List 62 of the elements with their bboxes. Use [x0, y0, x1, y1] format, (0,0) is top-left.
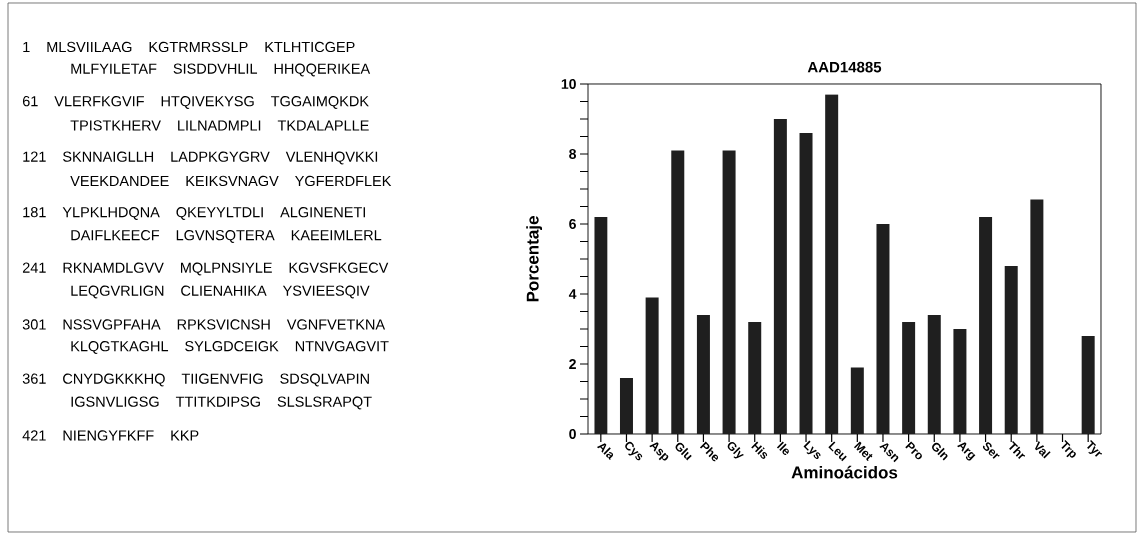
- text: DAIFLKEECF LGVNSQTERA KAEEIMLERL: [71, 230, 382, 243]
- bar: [799, 132, 813, 434]
- text: 361 CNYDGKKKHQ TIIGENVFIG SDSQLVAPIN: [22, 373, 369, 387]
- x-tick-label: Gln: [932, 442, 948, 461]
- bar: [645, 297, 659, 434]
- y-tick-label: 6: [569, 219, 576, 229]
- text: 421 NIENGYFKFF KKP: [22, 430, 199, 441]
- bar: [619, 377, 633, 434]
- x-tick-label: Cys: [625, 441, 643, 461]
- x-tick-label: Thr: [1009, 441, 1026, 459]
- text: 241 RKNAMDLGVV MQLPNSIYLE KGVSFKGECV: [22, 262, 389, 276]
- bar: [773, 118, 787, 434]
- bar: [850, 367, 864, 434]
- text: LEQGVRLIGN CLIENAHIKA YSVIEESQIV: [71, 285, 370, 299]
- y-tick-label: 4: [568, 289, 577, 299]
- y-axis-title: Porcentaje: [526, 216, 543, 302]
- y-tick-label: 10: [561, 79, 576, 89]
- bar: [748, 321, 762, 434]
- x-tick-label: Ala: [596, 443, 614, 460]
- x-tick-label: Lys: [803, 440, 821, 459]
- bar: [594, 216, 608, 434]
- x-tick-label: Asn: [879, 443, 899, 463]
- x-tick-label: Arg: [957, 442, 976, 461]
- text: 61 VLERFKGVIF HTQIVEKYSG TGGAIMQKDK: [22, 96, 369, 109]
- bar: [671, 150, 685, 434]
- bar: [696, 314, 710, 434]
- text: 301 NSSVGPFAHA RPKSVICNSH VGNFVETKNA: [22, 319, 386, 330]
- x-tick-label: Glu: [675, 442, 692, 461]
- x-tick-label: Ser: [982, 442, 1000, 459]
- y-tick-label: 0: [569, 429, 576, 439]
- x-tick-label: Gly: [727, 441, 744, 459]
- bar: [1004, 265, 1018, 434]
- x-tick-label: His: [751, 441, 768, 459]
- y-tick-label: 8: [569, 149, 577, 159]
- bar: [953, 328, 967, 434]
- text: 121 SKNNAIGLLH LADPKGYGRV VLENHQVKKI: [23, 151, 378, 165]
- x-tick-label: Tyr: [1087, 440, 1103, 457]
- bar: [1081, 335, 1095, 434]
- text: MLFYILETAF SISDDVHLIL HHQQERIKEA: [71, 63, 371, 77]
- x-tick-label: Val: [1035, 441, 1051, 459]
- bar: [979, 216, 993, 434]
- bar: [722, 150, 736, 434]
- bar: [927, 314, 941, 434]
- text: IGSNVLIGSG TTITKDIPSG SLSLSRAPQT: [71, 396, 372, 410]
- x-tick-label: Trp: [1061, 440, 1076, 458]
- bar: [825, 94, 839, 434]
- x-tick-label: Asp: [649, 442, 669, 461]
- bar: [902, 321, 916, 434]
- text: TPISTKHERV LILNADMPLI TKDALAPLLE: [70, 120, 369, 131]
- x-axis-title: Aminoácidos: [791, 465, 898, 479]
- text: KLQGTKAGHL SYLGDCEIGK NTNVGAGVIT: [71, 341, 389, 354]
- y-tick-label: 2: [569, 359, 576, 369]
- text: VEEKDANDEE KEIKSVNAGV YGFERDFLEK: [70, 175, 392, 187]
- text: 181 YLPKLHDQNA QKEYYLTDLI ALGINENETI: [23, 207, 365, 220]
- bar: [1030, 199, 1044, 434]
- x-tick-label: Leu: [828, 441, 847, 462]
- x-tick-label: Pro: [905, 441, 922, 460]
- chart-title: AAD14885: [807, 61, 882, 73]
- x-tick-label: Ile: [776, 441, 789, 455]
- text: 1 MLSVIILAAG KGTRMRSSLP KTLHTICGEP: [23, 41, 355, 53]
- bar: [876, 223, 890, 434]
- x-tick-label: Met: [853, 441, 873, 462]
